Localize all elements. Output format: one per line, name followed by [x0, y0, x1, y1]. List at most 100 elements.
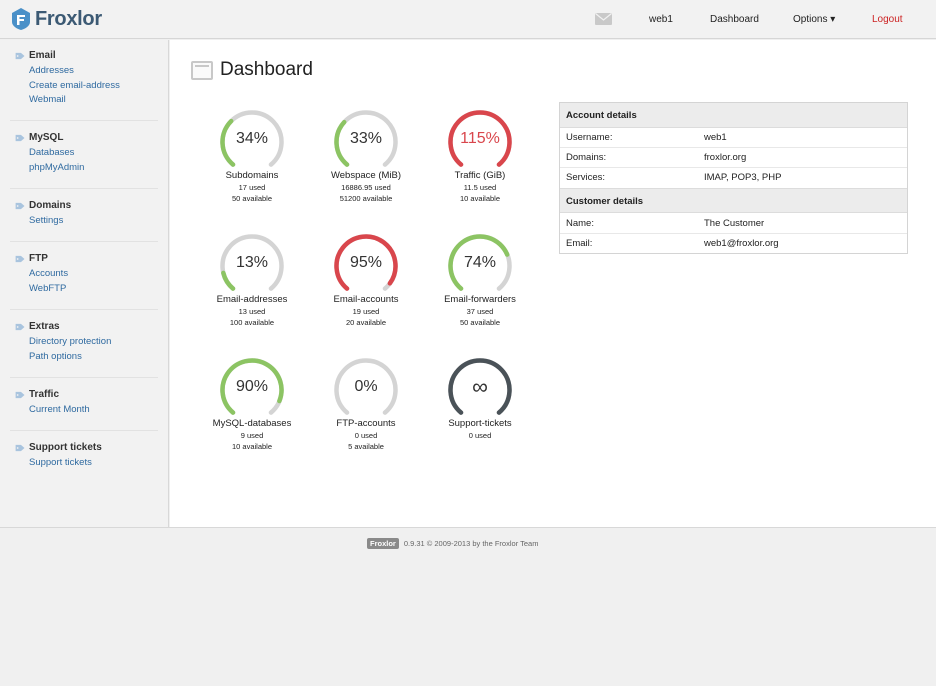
gauge-label: Email-accounts: [333, 294, 399, 305]
sidebar-link[interactable]: Support tickets: [29, 457, 92, 468]
gauge-percentage: 0%: [354, 378, 378, 395]
nav-logout[interactable]: Logout: [872, 14, 903, 25]
customer-row-email: Email: web1@froxlor.org: [560, 234, 907, 254]
sidebar-link[interactable]: phpMyAdmin: [29, 161, 85, 173]
sidebar-link[interactable]: Databases: [29, 147, 75, 158]
gauge-fill: [220, 358, 284, 415]
account-row-key: Username:: [566, 132, 613, 143]
gauge-label: Support-tickets: [448, 418, 512, 429]
gauge-fill: [221, 270, 236, 291]
gauge-ring: [220, 234, 284, 291]
sidebar-link[interactable]: Settings: [29, 215, 64, 226]
gauge-ring: [334, 110, 398, 167]
gauge-used: 17 used: [238, 183, 266, 192]
sidebar-group-title: Extras: [29, 321, 60, 332]
main-content: Dashboard 34% Subdomains 17 used 50 availab…: [170, 40, 936, 527]
nav-user[interactable]: web1: [649, 14, 673, 25]
gauge-percentage: 13%: [235, 254, 269, 271]
nav-dashboard[interactable]: Dashboard: [710, 14, 759, 25]
gauge-available: 10 available: [459, 194, 501, 203]
gauge-available: 51200 available: [339, 194, 393, 203]
froxlor-logo-icon: [12, 8, 30, 30]
gauge-track: [220, 234, 284, 291]
gauge-used: 37 used: [466, 307, 494, 316]
top-header: Froxlor web1 Dashboard Options ▾ Logout: [0, 0, 936, 39]
account-row-key: Services:: [566, 172, 606, 183]
gauge-ring: [448, 110, 512, 167]
gauge-percentage: 95%: [349, 254, 383, 271]
account-row-value: web1: [704, 132, 727, 143]
gauge-used: 19 used: [352, 307, 380, 316]
dashboard-page-icon: [191, 61, 213, 80]
brand-name: Froxlor: [35, 7, 102, 30]
sidebar-link[interactable]: Create email-address: [29, 79, 120, 91]
gauge-label: MySQL-databases: [212, 418, 292, 429]
account-details-panel: Account details Username: web1 Domains: …: [559, 102, 908, 254]
gauge-available: 50 available: [231, 194, 273, 203]
gauge-fill: [448, 234, 510, 291]
account-row-username: Username: web1: [560, 128, 907, 148]
nav-options[interactable]: Options ▾: [793, 14, 836, 25]
gauge-ring: [448, 234, 512, 291]
sidebar-link[interactable]: Current Month: [29, 404, 90, 415]
footer-text: 0.9.31 © 2009-2013 by the Froxlor Team: [403, 539, 539, 548]
gauge-fill: [448, 358, 512, 415]
customer-row-value: The Customer: [704, 218, 765, 229]
page-footer: Froxlor 0.9.31 © 2009-2013 by the Froxlo…: [0, 527, 936, 686]
gauge-used: 16886.95 used: [341, 183, 391, 192]
sidebar-group-title: MySQL: [29, 132, 64, 143]
account-row-services: Services: IMAP, POP3, PHP: [560, 168, 907, 188]
sidebar-link[interactable]: Addresses: [29, 65, 74, 76]
gauge-available: 20 available: [345, 318, 387, 327]
sidebar-divider: [10, 430, 158, 431]
account-details-heading: Account details: [560, 103, 907, 128]
gauge-label: Webspace (MiB): [330, 170, 402, 181]
gauge-available: 10 available: [231, 442, 273, 451]
sidebar-group-title: FTP: [29, 253, 48, 264]
gauge-used: 9 used: [240, 431, 264, 440]
sidebar-divider: [10, 241, 158, 242]
mail-icon[interactable]: [595, 13, 612, 25]
gauge-label: Subdomains: [225, 170, 279, 181]
sidebar-link[interactable]: Webmail: [29, 94, 66, 106]
gauge-available: 5 available: [348, 442, 384, 451]
tag-icon: [15, 323, 25, 331]
account-row-value: froxlor.org: [704, 152, 747, 163]
gauge-fill: [334, 119, 350, 167]
account-row-key: Domains:: [566, 152, 607, 163]
usage-gauge: 0% FTP-accounts 0 used 5 available: [309, 357, 423, 457]
tag-icon: [15, 255, 25, 263]
gauge-percentage: 115%: [460, 130, 500, 147]
gauge-used: 11.5 used: [463, 183, 497, 192]
usage-gauge: 115% Traffic (GiB) 11.5 used 10 available: [423, 109, 537, 209]
froxlor-logo[interactable]: Froxlor: [10, 7, 102, 31]
gauge-available: 50 available: [459, 318, 501, 327]
usage-gauge: ∞ Support-tickets 0 used: [423, 357, 537, 457]
gauge-fill: [334, 234, 398, 291]
sidebar-group-title: Domains: [29, 200, 72, 211]
top-nav: web1 Dashboard Options ▾ Logout: [466, 0, 903, 39]
sidebar-link[interactable]: Accounts: [29, 268, 69, 279]
gauge-ring: [334, 358, 398, 415]
sidebar-divider: [10, 377, 158, 378]
usage-gauge: 90% MySQL-databases 9 used 10 available: [195, 357, 309, 457]
sidebar-group-title: Support tickets: [29, 442, 102, 453]
account-row-domains: Domains: froxlor.org: [560, 148, 907, 168]
sidebar-group-title: Email: [29, 50, 56, 61]
customer-row-name: Name: The Customer: [560, 214, 907, 234]
gauge-percentage: 34%: [235, 130, 269, 147]
footer-froxlor-badge: Froxlor: [367, 538, 399, 549]
sidebar-link[interactable]: Directory protection: [29, 336, 112, 347]
tag-icon: [15, 391, 25, 399]
gauge-label: FTP-accounts: [336, 418, 396, 429]
gauge-ring: [448, 358, 512, 415]
gauge-ring: [220, 110, 284, 167]
gauge-percentage: ∞: [472, 374, 488, 399]
gauge-fill: [448, 110, 512, 167]
customer-row-key: Name:: [566, 218, 594, 229]
gauge-percentage: 74%: [463, 254, 497, 271]
sidebar-link[interactable]: WebFTP: [29, 282, 67, 294]
customer-row-value: web1@froxlor.org: [704, 238, 779, 249]
usage-gauge: 34% Subdomains 17 used 50 available: [195, 109, 309, 209]
sidebar-link[interactable]: Path options: [29, 350, 82, 362]
